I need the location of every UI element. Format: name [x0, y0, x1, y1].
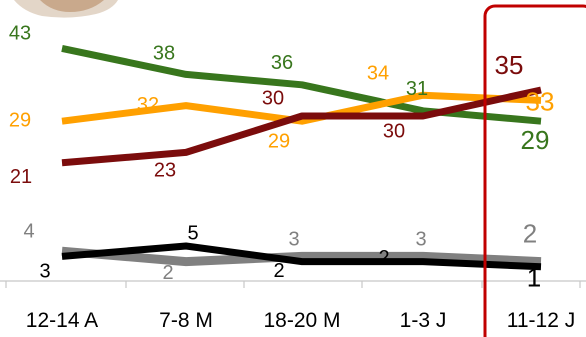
data-label: 29 — [521, 125, 550, 155]
data-label: 32 — [137, 94, 159, 116]
data-label: 23 — [154, 160, 176, 182]
series-line — [61, 242, 542, 271]
data-label: 30 — [383, 120, 405, 142]
data-label: 36 — [271, 52, 293, 74]
series-line — [61, 44, 542, 125]
data-label: 38 — [153, 43, 175, 65]
data-label: 2 — [162, 262, 173, 284]
data-label: 29 — [268, 130, 290, 152]
series-line — [61, 246, 542, 267]
data-label: 35 — [495, 50, 524, 80]
data-label: 3 — [288, 229, 299, 251]
data-label: 5 — [187, 222, 198, 244]
series-line — [61, 86, 542, 167]
avatar-fragment — [14, 0, 118, 18]
x-tick-label: 1-3 J — [400, 309, 447, 332]
highlight-box — [483, 4, 586, 337]
data-label: 29 — [9, 109, 31, 131]
x-tick-label: 7-8 M — [159, 309, 213, 332]
data-label: 3 — [39, 261, 50, 283]
x-tick-label: 11-12 J — [507, 309, 576, 332]
data-label: 30 — [262, 87, 284, 109]
data-label: 33 — [526, 86, 555, 116]
data-label: 2 — [523, 218, 537, 248]
data-label: 21 — [10, 166, 32, 188]
x-tick-label: 18-20 M — [263, 309, 340, 332]
data-label: 4 — [23, 220, 34, 242]
data-label: 43 — [9, 23, 31, 45]
series-line — [61, 91, 542, 125]
data-label: 2 — [378, 247, 389, 269]
x-tick-label: 12-14 A — [26, 309, 98, 332]
data-label: 34 — [367, 62, 389, 84]
data-label: 2 — [273, 260, 284, 282]
data-label: 1 — [527, 263, 541, 293]
data-label: 31 — [406, 78, 428, 100]
data-label: 3 — [415, 229, 426, 251]
